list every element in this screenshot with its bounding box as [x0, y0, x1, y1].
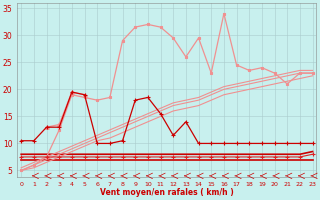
X-axis label: Vent moyen/en rafales ( km/h ): Vent moyen/en rafales ( km/h )	[100, 188, 234, 197]
